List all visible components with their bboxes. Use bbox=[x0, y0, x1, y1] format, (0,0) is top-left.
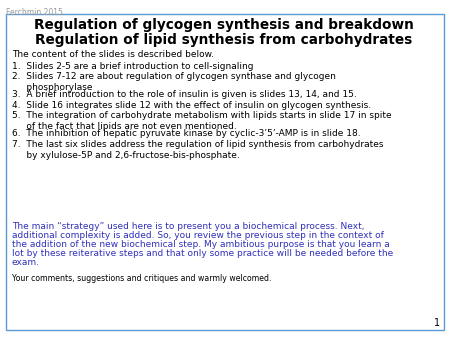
Text: 2.  Slides 7-12 are about regulation of glycogen synthase and glycogen
     phos: 2. Slides 7-12 are about regulation of g… bbox=[12, 72, 336, 92]
FancyBboxPatch shape bbox=[6, 14, 444, 330]
Text: Your comments, suggestions and critiques and warmly welcomed.: Your comments, suggestions and critiques… bbox=[12, 274, 271, 283]
Text: lot by these reiterative steps and that only some practice will be needed before: lot by these reiterative steps and that … bbox=[12, 249, 393, 258]
Text: 6.  The inhibition of hepatic pyruvate kinase by cyclic-3’5’-AMP is in slide 18.: 6. The inhibition of hepatic pyruvate ki… bbox=[12, 129, 360, 138]
Text: Ferchmin 2015: Ferchmin 2015 bbox=[6, 8, 63, 17]
Text: The content of the slides is described below.: The content of the slides is described b… bbox=[12, 50, 214, 59]
Text: 7.  The last six slides address the regulation of lipid synthesis from carbohydr: 7. The last six slides address the regul… bbox=[12, 140, 383, 160]
Text: The main “strategy” used here is to present you a biochemical process. Next,: The main “strategy” used here is to pres… bbox=[12, 222, 364, 231]
Text: 1: 1 bbox=[434, 318, 440, 328]
Text: additional complexity is added. So, you review the previous step in the context : additional complexity is added. So, you … bbox=[12, 231, 384, 240]
Text: exam.: exam. bbox=[12, 258, 40, 267]
Text: 5.  The integration of carbohydrate metabolism with lipids starts in slide 17 in: 5. The integration of carbohydrate metab… bbox=[12, 111, 391, 131]
Text: 4.  Slide 16 integrates slide 12 with the effect of insulin on glycogen synthesi: 4. Slide 16 integrates slide 12 with the… bbox=[12, 101, 371, 110]
Text: Regulation of lipid synthesis from carbohydrates: Regulation of lipid synthesis from carbo… bbox=[36, 33, 413, 47]
Text: the addition of the new biochemical step. My ambitious purpose is that you learn: the addition of the new biochemical step… bbox=[12, 240, 390, 249]
Text: 3.  A brief introduction to the role of insulin is given is slides 13, 14, and 1: 3. A brief introduction to the role of i… bbox=[12, 90, 357, 99]
Text: 1.  Slides 2-5 are a brief introduction to cell-signaling: 1. Slides 2-5 are a brief introduction t… bbox=[12, 62, 253, 71]
Text: Regulation of glycogen synthesis and breakdown: Regulation of glycogen synthesis and bre… bbox=[34, 18, 414, 32]
